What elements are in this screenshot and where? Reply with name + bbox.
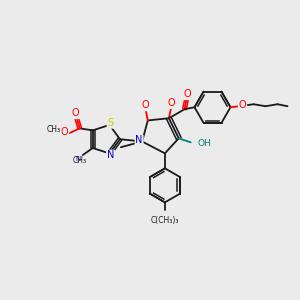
Text: O: O	[61, 128, 69, 137]
Text: CH₃: CH₃	[73, 155, 87, 164]
Text: O: O	[239, 100, 246, 110]
Text: N: N	[136, 136, 143, 146]
Text: N: N	[107, 151, 114, 160]
Text: O: O	[142, 100, 150, 110]
Text: O: O	[184, 89, 191, 99]
Text: C(CH₃)₃: C(CH₃)₃	[151, 216, 179, 225]
Text: O: O	[167, 98, 175, 108]
Text: N: N	[75, 156, 80, 162]
Text: CH₃: CH₃	[47, 125, 61, 134]
Text: O: O	[72, 108, 80, 118]
Text: OH: OH	[198, 139, 212, 148]
Text: S: S	[107, 118, 114, 128]
